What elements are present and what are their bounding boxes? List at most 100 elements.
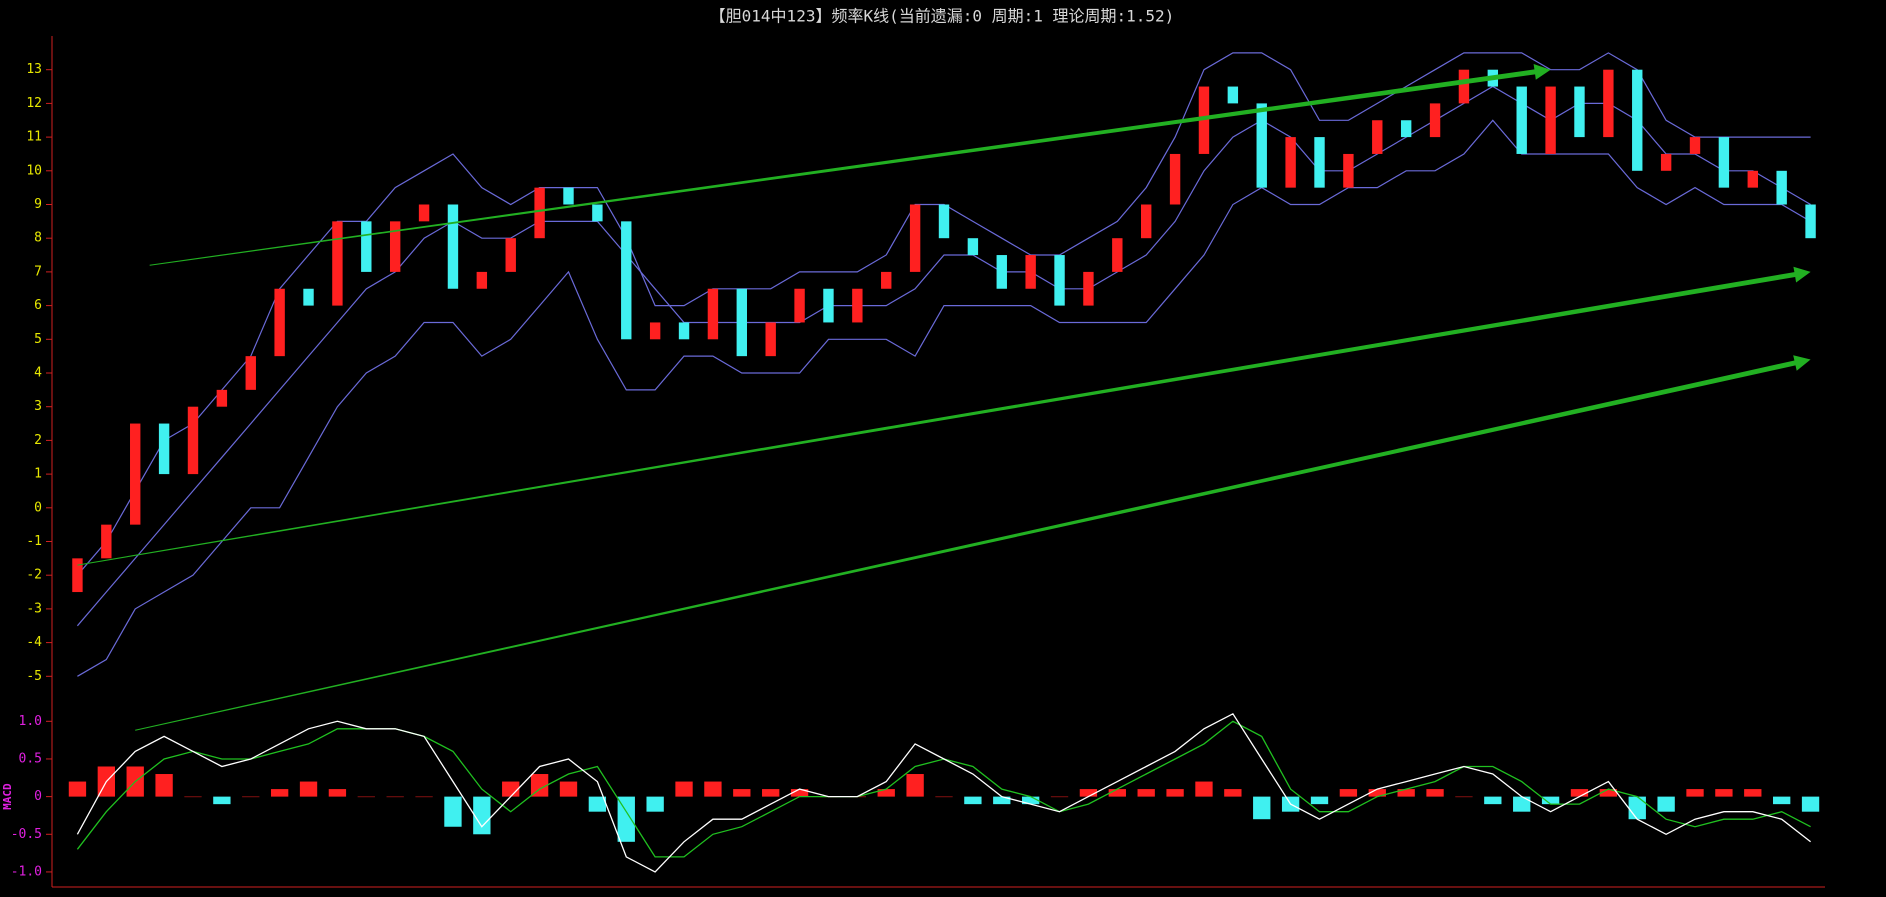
candle	[938, 204, 950, 239]
candle	[1429, 103, 1441, 138]
candle	[1372, 120, 1383, 154]
candle	[1516, 86, 1527, 154]
macd-bar	[993, 796, 1011, 805]
macd-bar	[502, 781, 520, 797]
candle	[505, 238, 516, 272]
candle	[823, 288, 834, 323]
candle	[418, 204, 430, 222]
macd-bar	[617, 796, 635, 842]
macd-bar	[559, 781, 578, 797]
macd-bar	[906, 774, 924, 797]
macd-bar	[1686, 789, 1704, 797]
macd-bar	[1310, 796, 1329, 805]
macd-bar	[1541, 796, 1560, 805]
macd-bar	[1253, 796, 1271, 820]
macd-bar	[1195, 781, 1213, 797]
candle	[678, 322, 690, 340]
macd-bar	[1108, 789, 1126, 797]
candle	[245, 356, 256, 390]
macd-bar	[1715, 789, 1733, 797]
macd-bar	[213, 796, 231, 805]
candle	[1805, 204, 1816, 239]
chart-title: 【胆014中123】频率K线(当前遗漏:0 周期:1 理论周期:1.52)	[710, 7, 1175, 26]
y-tick-label: 6	[34, 298, 42, 313]
macd-bar	[1599, 789, 1618, 797]
macd-bar	[1455, 796, 1473, 798]
dif-line	[76, 712, 1812, 873]
candle	[187, 406, 199, 475]
candle	[1458, 69, 1470, 104]
candle	[274, 288, 285, 357]
macd-bar	[675, 781, 693, 797]
trend-arrow	[149, 64, 1551, 266]
candle	[101, 524, 112, 559]
macd-bar	[1079, 789, 1098, 797]
band-lower	[77, 119, 1811, 677]
macd-bar	[1137, 789, 1155, 797]
macd-bar	[1570, 789, 1589, 797]
candle	[1689, 137, 1701, 154]
macd-bar	[1397, 789, 1415, 797]
candle	[1025, 255, 1036, 289]
macd-bar	[1224, 789, 1242, 797]
candle	[216, 389, 228, 407]
y-tick-label: 3	[34, 399, 42, 414]
macd-bar	[444, 796, 462, 827]
y-tick-label: 10	[26, 163, 42, 178]
y-tick-label: 0.5	[19, 751, 42, 766]
y-tick-label: 1	[34, 467, 42, 482]
macd-bar	[415, 796, 433, 798]
y-tick-label: 9	[34, 197, 42, 212]
candle	[1776, 170, 1787, 205]
macd-bar	[1657, 796, 1675, 812]
y-tick-label: 1.0	[19, 714, 42, 729]
candle	[303, 288, 314, 306]
candle	[881, 271, 892, 289]
candle	[1285, 137, 1296, 188]
macd-bar	[704, 781, 722, 797]
candle	[1632, 69, 1643, 171]
macd-bar	[588, 796, 607, 812]
candle	[1112, 238, 1123, 272]
candle	[130, 423, 141, 525]
candle	[1083, 271, 1094, 306]
macd-bar	[762, 789, 780, 797]
candle	[1314, 137, 1325, 188]
y-tick-label: -1	[26, 534, 42, 549]
macd-bar	[1513, 796, 1531, 812]
candle	[1169, 153, 1181, 205]
candle	[1574, 86, 1585, 138]
y-tick-label: 13	[26, 62, 42, 77]
macd-bar	[155, 774, 173, 797]
macd-bar	[1628, 796, 1646, 820]
candle	[1198, 86, 1210, 154]
panel-label: MACD	[1, 783, 14, 810]
candle	[592, 204, 603, 222]
y-tick-label: -5	[26, 669, 42, 684]
trend-arrow	[77, 266, 1811, 566]
y-tick-label: 8	[34, 231, 42, 246]
candle	[1054, 255, 1065, 306]
candle	[909, 204, 921, 272]
candle	[1227, 86, 1239, 104]
y-tick-label: 11	[26, 130, 42, 145]
macd-bar	[299, 781, 318, 797]
candle	[1343, 153, 1354, 188]
macd-bar	[877, 789, 895, 797]
macd-bar	[68, 781, 87, 797]
y-tick-label: 4	[34, 366, 42, 381]
candle	[996, 255, 1007, 289]
candle	[158, 423, 170, 475]
macd-bar	[184, 796, 202, 798]
macd-bar	[1166, 789, 1184, 797]
candle	[389, 221, 401, 272]
macd-bar	[1426, 789, 1444, 797]
candle	[1400, 120, 1412, 138]
candle	[476, 271, 488, 289]
macd-bar	[1050, 796, 1069, 798]
macd-bar	[270, 789, 289, 797]
y-tick-label: -4	[26, 635, 42, 650]
